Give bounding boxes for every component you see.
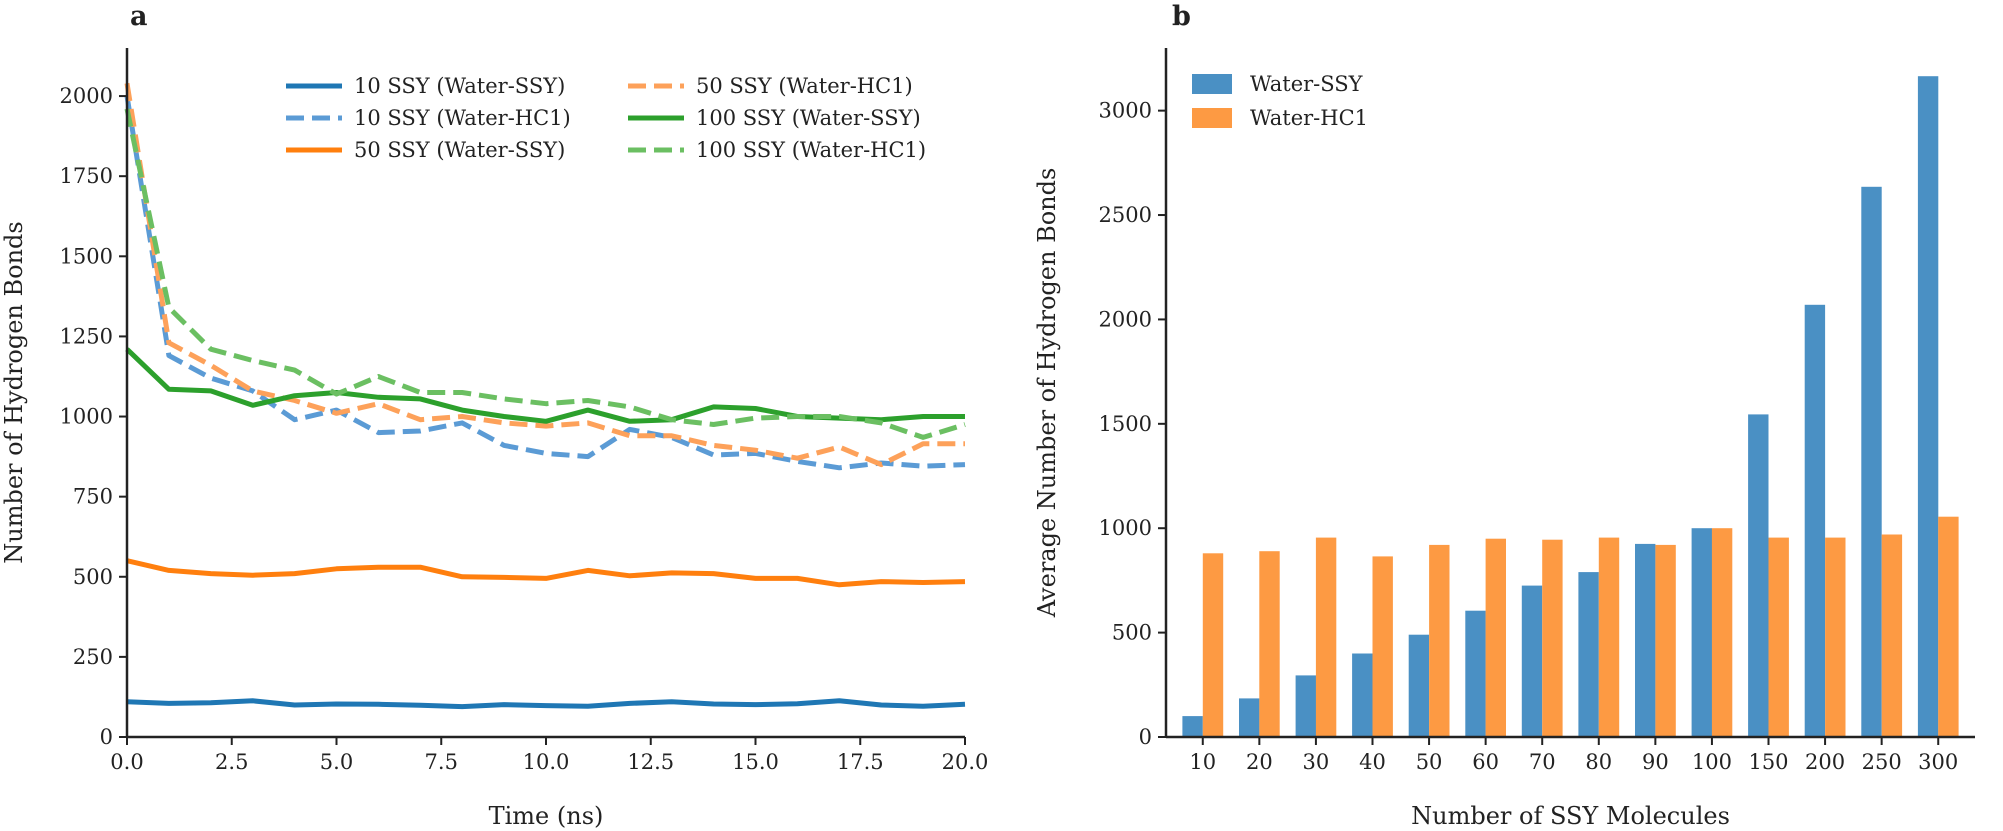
- legend-b: Water-SSY Water-HC1: [1192, 72, 1368, 130]
- series-line-3: [126, 558, 966, 588]
- bar-water-ssy: [1408, 634, 1430, 737]
- x-tick-label: 70: [1529, 750, 1556, 774]
- y-tick-label: 1000: [1099, 516, 1152, 540]
- bar-water-ssy: [1352, 653, 1373, 737]
- bar-water-hc1: [1372, 556, 1393, 737]
- legend-swatch: [1192, 108, 1232, 128]
- x-axis-title: Time (ns): [489, 802, 604, 830]
- bar-water-ssy: [1804, 304, 1826, 737]
- legend-label: 50 SSY (Water-HC1): [696, 74, 913, 98]
- bar-water-ssy: [1861, 186, 1882, 738]
- y-tick-label: 1500: [1099, 412, 1152, 436]
- legend-label: Water-HC1: [1250, 106, 1368, 130]
- bar-water-ssy: [1521, 585, 1543, 737]
- bar-water-hc1: [1542, 539, 1563, 737]
- bar-water-hc1: [1655, 544, 1676, 737]
- series-line-4: [124, 82, 965, 468]
- x-tick-label: 5.0: [320, 750, 353, 774]
- x-tick-label: 12.5: [627, 750, 674, 774]
- series-line-6: [124, 108, 966, 440]
- bar-water-hc1: [1711, 528, 1733, 737]
- x-tick-label: 80: [1585, 750, 1612, 774]
- x-tick-label: 2.5: [215, 750, 248, 774]
- x-tick-label: 250: [1862, 750, 1902, 774]
- x-tick-label: 40: [1359, 750, 1386, 774]
- bar-water-hc1: [1202, 553, 1224, 737]
- y-tick-label: 3000: [1099, 99, 1152, 123]
- x-tick-label: 90: [1642, 750, 1669, 774]
- y-tick-label: 500: [1112, 621, 1152, 645]
- bar-water-ssy: [1917, 76, 1939, 737]
- legend-label: 10 SSY (Water-SSY): [354, 74, 565, 98]
- y-tick-label: 0: [1139, 725, 1152, 749]
- x-tick-label: 150: [1748, 750, 1788, 774]
- x-tick-label: 100: [1692, 750, 1732, 774]
- y-axis-title: Average Number of Hydrogen Bonds: [1033, 168, 1061, 619]
- bar-water-ssy: [1239, 698, 1260, 737]
- panel-label-b: b: [1172, 1, 1191, 32]
- legend-label: 10 SSY (Water-HC1): [354, 106, 571, 130]
- y-tick-label: 750: [73, 485, 113, 509]
- bar-water-ssy: [1691, 528, 1712, 737]
- legend-label: 50 SSY (Water-SSY): [354, 138, 565, 162]
- bar-water-ssy: [1295, 675, 1316, 737]
- x-tick-label: 300: [1918, 750, 1958, 774]
- y-tick-label: 1250: [60, 324, 113, 348]
- y-tick-label: 1000: [60, 405, 113, 429]
- y-axis-title: Number of Hydrogen Bonds: [0, 221, 28, 564]
- bar-water-hc1: [1768, 537, 1789, 737]
- x-tick-label: 20.0: [942, 750, 989, 774]
- x-tick-label: 10: [1189, 750, 1216, 774]
- x-tick-label: 15.0: [732, 750, 779, 774]
- bar-water-hc1: [1598, 537, 1620, 737]
- bar-water-ssy: [1748, 414, 1769, 737]
- legend-label: 100 SSY (Water-HC1): [696, 138, 926, 162]
- bar-water-hc1: [1315, 537, 1337, 737]
- y-tick-label: 2000: [1099, 307, 1152, 331]
- bar-water-hc1: [1259, 551, 1280, 737]
- y-tick-label: 1750: [60, 164, 113, 188]
- x-tick-label: 60: [1472, 750, 1499, 774]
- legend-label: 100 SSY (Water-SSY): [696, 106, 921, 130]
- y-tick-label: 250: [73, 645, 113, 669]
- bar-water-hc1: [1485, 538, 1506, 737]
- bar-water-hc1: [1825, 537, 1846, 737]
- x-tick-label: 200: [1805, 750, 1845, 774]
- x-tick-label: 20: [1246, 750, 1273, 774]
- y-tick-label: 1500: [60, 244, 113, 268]
- legend-swatch: [1192, 74, 1232, 94]
- legend-a: 10 SSY (Water-SSY) 10 SSY (Water-HC1) 50 S…: [286, 74, 926, 162]
- bar-water-hc1: [1881, 534, 1903, 737]
- bar-water-ssy: [1182, 716, 1203, 737]
- panel-b-bar-chart: b10 20 30 40 50 60 70 80 90 100 150 200 250 300050010…: [1033, 1, 1975, 830]
- x-tick-label: 7.5: [425, 750, 458, 774]
- bar-water-ssy: [1635, 543, 1656, 737]
- x-tick-label: 50: [1416, 750, 1443, 774]
- y-tick-label: 500: [73, 565, 113, 589]
- panel-a-line-chart: a 0.0 2.5 5.0 7.5 10.0 12.5 15.0 17.5 20.0 0 250 500…: [0, 1, 988, 830]
- bar-water-ssy: [1465, 610, 1486, 737]
- panel-label-a: a: [130, 1, 148, 32]
- bar-water-ssy: [1578, 572, 1599, 737]
- x-tick-label: 17.5: [837, 750, 884, 774]
- x-tick-label: 0.0: [110, 750, 143, 774]
- y-tick-label: 0: [100, 725, 113, 749]
- x-tick-label: 10.0: [523, 750, 570, 774]
- series-line-1: [126, 698, 966, 710]
- y-tick-label: 2500: [1099, 203, 1152, 227]
- x-tick-label: 30: [1303, 750, 1330, 774]
- legend-label: Water-SSY: [1250, 72, 1364, 96]
- y-tick-label: 2000: [60, 84, 113, 108]
- bar-water-hc1: [1429, 544, 1450, 737]
- x-axis-title: Number of SSY Molecules: [1411, 802, 1730, 830]
- bar-water-hc1: [1938, 516, 1959, 737]
